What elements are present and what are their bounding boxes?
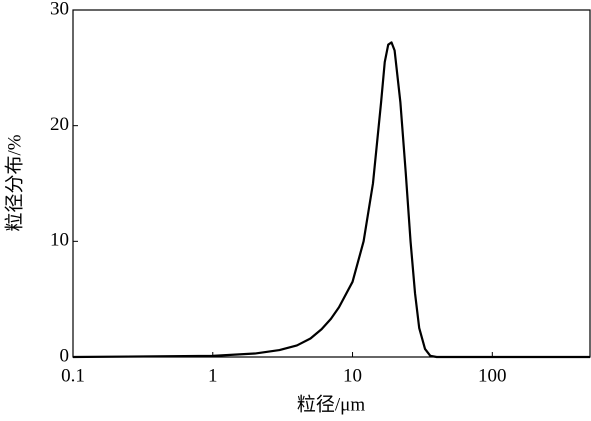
data-line (72, 41, 590, 359)
y-tick-label: 20 (50, 114, 69, 135)
x-tick-label: 100 (478, 365, 507, 386)
x-tick-label: 10 (343, 365, 362, 386)
plot-frame (72, 9, 591, 358)
x-tick-label: 0.1 (61, 365, 85, 386)
y-axis-label: 粒径分布/% (3, 134, 25, 231)
y-tick-label: 10 (50, 230, 69, 251)
y-tick-label: 30 (50, 0, 69, 19)
y-tick-label: 0 (60, 345, 70, 366)
x-axis-label: 粒径/μm (297, 393, 365, 415)
x-tick-label: 1 (208, 365, 218, 386)
